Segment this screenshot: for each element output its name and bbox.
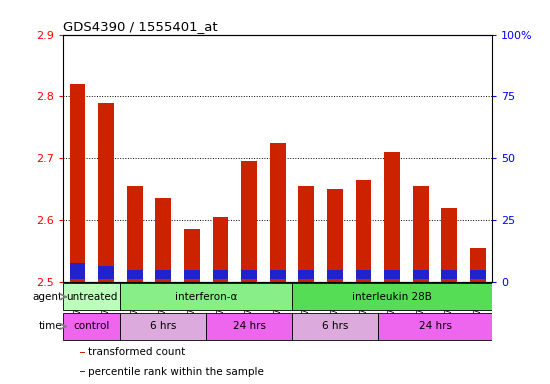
Bar <box>241 270 257 279</box>
Bar <box>98 266 114 279</box>
Bar <box>299 186 314 282</box>
Text: 24 hrs: 24 hrs <box>233 321 266 331</box>
Text: agent: agent <box>32 292 63 302</box>
Bar <box>292 313 378 340</box>
Bar <box>292 283 492 310</box>
Text: GDS4390 / 1555401_at: GDS4390 / 1555401_at <box>63 20 218 33</box>
Bar <box>384 152 400 282</box>
Text: control: control <box>74 321 110 331</box>
Bar <box>327 270 343 279</box>
Bar <box>213 270 228 279</box>
Bar <box>442 208 457 282</box>
Bar <box>184 229 200 282</box>
Bar <box>356 180 371 282</box>
Bar <box>384 270 400 279</box>
Text: 6 hrs: 6 hrs <box>150 321 177 331</box>
Bar <box>120 283 292 310</box>
Bar <box>213 217 228 282</box>
Bar <box>70 84 85 282</box>
Bar <box>470 270 486 279</box>
Bar <box>299 270 314 279</box>
Bar <box>356 270 371 279</box>
Text: 6 hrs: 6 hrs <box>322 321 348 331</box>
Bar <box>156 199 171 282</box>
Text: interferon-α: interferon-α <box>175 292 238 302</box>
Bar <box>127 186 142 282</box>
Text: 24 hrs: 24 hrs <box>419 321 452 331</box>
Bar <box>378 313 492 340</box>
Bar <box>206 313 292 340</box>
Bar <box>270 143 285 282</box>
Text: untreated: untreated <box>66 292 118 302</box>
Bar <box>63 283 120 310</box>
Bar <box>63 313 120 340</box>
Text: percentile rank within the sample: percentile rank within the sample <box>87 367 263 377</box>
Bar <box>270 270 285 279</box>
Bar <box>184 270 200 279</box>
Bar <box>413 270 428 279</box>
Bar <box>80 371 85 372</box>
Bar <box>241 161 257 282</box>
Bar <box>442 270 457 279</box>
Bar <box>120 313 206 340</box>
Bar <box>80 352 85 353</box>
Bar <box>413 186 428 282</box>
Bar <box>470 248 486 282</box>
Bar <box>98 103 114 282</box>
Text: interleukin 28B: interleukin 28B <box>352 292 432 302</box>
Bar <box>127 270 142 279</box>
Text: time: time <box>39 321 63 331</box>
Bar <box>70 263 85 279</box>
Text: transformed count: transformed count <box>87 347 185 357</box>
Bar <box>327 189 343 282</box>
Bar <box>156 270 171 279</box>
